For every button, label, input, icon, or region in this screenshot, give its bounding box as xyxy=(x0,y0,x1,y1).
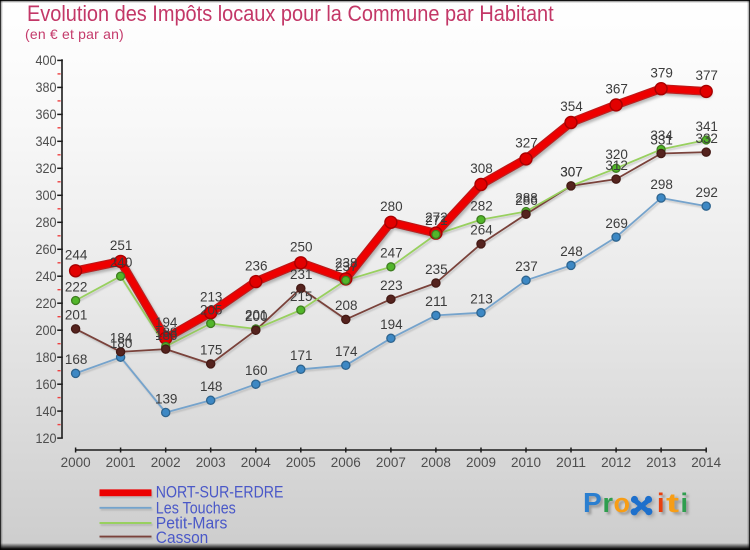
svg-text:171: 171 xyxy=(290,347,313,363)
svg-text:377: 377 xyxy=(695,67,718,83)
svg-text:240: 240 xyxy=(36,268,57,284)
svg-text:200: 200 xyxy=(36,322,57,338)
svg-text:2010: 2010 xyxy=(511,454,541,470)
svg-text:175: 175 xyxy=(200,342,223,358)
svg-text:NORT-SUR-ERDRE: NORT-SUR-ERDRE xyxy=(156,483,284,501)
svg-text:213: 213 xyxy=(200,288,223,304)
svg-text:280: 280 xyxy=(380,198,403,214)
svg-text:320: 320 xyxy=(605,146,628,162)
svg-text:201: 201 xyxy=(65,307,88,323)
svg-text:334: 334 xyxy=(650,127,673,143)
svg-text:327: 327 xyxy=(515,135,538,151)
svg-text:292: 292 xyxy=(695,184,718,200)
svg-text:213: 213 xyxy=(470,291,493,307)
svg-text:2009: 2009 xyxy=(466,454,496,470)
svg-text:231: 231 xyxy=(290,266,313,282)
svg-text:400: 400 xyxy=(36,52,57,68)
svg-text:208: 208 xyxy=(335,297,358,313)
svg-text:308: 308 xyxy=(470,160,493,176)
svg-text:307: 307 xyxy=(560,164,583,180)
svg-text:312: 312 xyxy=(605,157,628,173)
svg-text:Les Touches: Les Touches xyxy=(156,499,236,517)
svg-text:120: 120 xyxy=(36,430,57,446)
svg-text:237: 237 xyxy=(335,258,358,274)
svg-text:2003: 2003 xyxy=(196,454,226,470)
svg-text:272: 272 xyxy=(425,209,448,225)
svg-text:148: 148 xyxy=(200,378,223,394)
svg-text:160: 160 xyxy=(36,376,57,392)
svg-text:2014: 2014 xyxy=(691,454,721,470)
svg-text:180: 180 xyxy=(36,349,57,365)
svg-text:2012: 2012 xyxy=(601,454,631,470)
svg-text:186: 186 xyxy=(155,327,178,343)
svg-text:247: 247 xyxy=(380,245,403,261)
svg-text:298: 298 xyxy=(650,176,673,192)
svg-text:340: 340 xyxy=(36,133,57,149)
svg-text:244: 244 xyxy=(65,247,88,263)
svg-text:2005: 2005 xyxy=(286,454,316,470)
svg-text:Petit-Mars: Petit-Mars xyxy=(156,515,228,533)
svg-text:260: 260 xyxy=(36,241,57,257)
svg-text:286: 286 xyxy=(515,192,538,208)
svg-text:288: 288 xyxy=(515,189,538,205)
svg-text:300: 300 xyxy=(36,187,57,203)
svg-text:194: 194 xyxy=(155,314,178,330)
svg-text:211: 211 xyxy=(425,293,448,309)
svg-text:180: 180 xyxy=(110,335,133,351)
svg-text:360: 360 xyxy=(36,106,57,122)
svg-text:236: 236 xyxy=(245,257,268,273)
svg-text:2013: 2013 xyxy=(646,454,676,470)
svg-text:2004: 2004 xyxy=(241,454,271,470)
svg-text:264: 264 xyxy=(470,222,493,238)
svg-text:220: 220 xyxy=(36,295,57,311)
svg-text:Casson: Casson xyxy=(156,529,209,547)
svg-text:235: 235 xyxy=(425,261,448,277)
svg-text:320: 320 xyxy=(36,160,57,176)
svg-text:222: 222 xyxy=(65,278,88,294)
svg-text:379: 379 xyxy=(650,64,673,80)
svg-text:188: 188 xyxy=(155,324,178,340)
svg-text:2011: 2011 xyxy=(556,454,586,470)
svg-text:240: 240 xyxy=(110,254,133,270)
svg-text:2002: 2002 xyxy=(151,454,181,470)
svg-text:237: 237 xyxy=(515,258,538,274)
svg-text:282: 282 xyxy=(470,197,493,213)
svg-text:2000: 2000 xyxy=(61,454,91,470)
svg-text:2008: 2008 xyxy=(421,454,451,470)
svg-text:380: 380 xyxy=(36,79,57,95)
svg-text:332: 332 xyxy=(695,130,718,146)
svg-text:2007: 2007 xyxy=(376,454,406,470)
svg-text:331: 331 xyxy=(650,131,673,147)
svg-text:200: 200 xyxy=(245,308,268,324)
svg-text:280: 280 xyxy=(36,214,57,230)
svg-text:140: 140 xyxy=(36,403,57,419)
svg-text:307: 307 xyxy=(560,164,583,180)
svg-text:201: 201 xyxy=(245,307,268,323)
svg-text:2006: 2006 xyxy=(331,454,361,470)
svg-text:251: 251 xyxy=(110,237,133,253)
svg-text:250: 250 xyxy=(290,238,313,254)
svg-text:2001: 2001 xyxy=(106,454,136,470)
svg-text:341: 341 xyxy=(695,118,718,134)
svg-text:174: 174 xyxy=(335,343,358,359)
svg-text:223: 223 xyxy=(380,277,403,293)
svg-text:205: 205 xyxy=(200,301,223,317)
svg-text:248: 248 xyxy=(560,243,583,259)
svg-text:184: 184 xyxy=(110,330,133,346)
svg-text:168: 168 xyxy=(65,351,88,367)
svg-text:139: 139 xyxy=(155,390,178,406)
svg-text:367: 367 xyxy=(605,81,628,97)
svg-text:269: 269 xyxy=(605,215,628,231)
svg-text:194: 194 xyxy=(380,316,403,332)
svg-text:215: 215 xyxy=(290,288,313,304)
svg-text:271: 271 xyxy=(425,212,448,228)
svg-text:160: 160 xyxy=(245,362,268,378)
svg-text:354: 354 xyxy=(560,98,583,114)
svg-text:238: 238 xyxy=(335,255,358,271)
